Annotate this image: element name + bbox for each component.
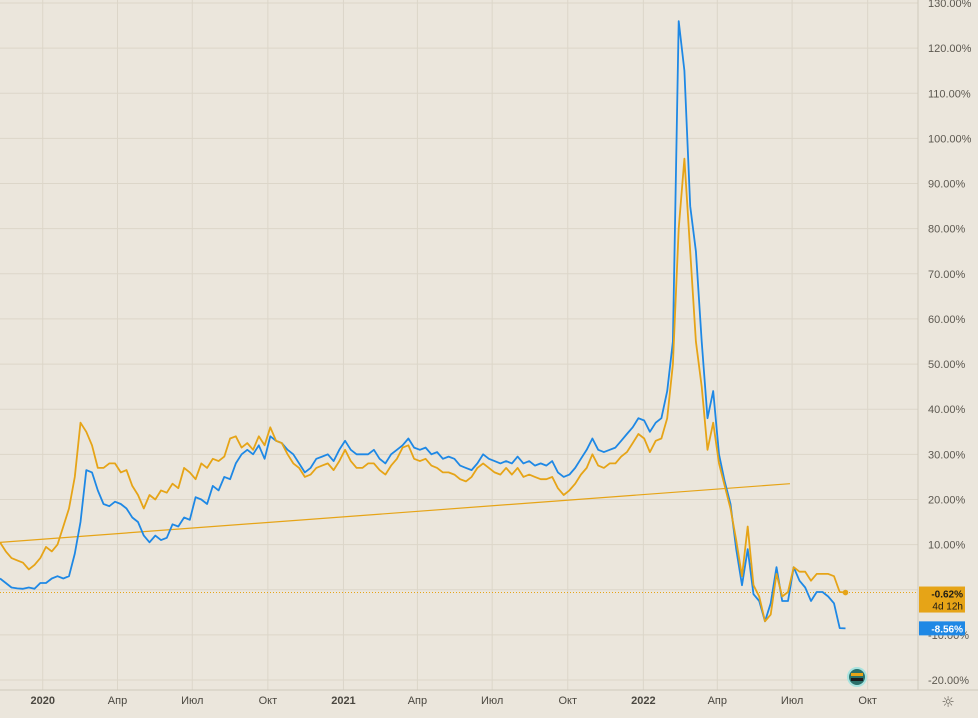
series-end-dot bbox=[842, 589, 849, 596]
y-tick-label: 120.00% bbox=[928, 43, 972, 55]
x-tick-label: Апр bbox=[708, 695, 727, 707]
series-layer bbox=[0, 20, 849, 630]
logo-icon[interactable] bbox=[847, 667, 867, 687]
x-tick-label: 2022 bbox=[631, 695, 655, 707]
y-tick-label: 110.00% bbox=[928, 88, 971, 100]
y-tick-label: 100.00% bbox=[928, 133, 972, 145]
y-tick-label: 30.00% bbox=[928, 449, 966, 461]
badge-orange bbox=[919, 586, 965, 613]
y-tick-label: 50.00% bbox=[928, 359, 966, 371]
x-tick-label: Апр bbox=[408, 695, 427, 707]
gear-icon[interactable]: ☼ bbox=[941, 693, 955, 711]
x-tick-label: Окт bbox=[259, 695, 278, 707]
axis-layer bbox=[0, 0, 978, 691]
last-value-badges: -0.62%4d 12h -8.56% bbox=[919, 586, 965, 636]
x-tick-label: Июл bbox=[181, 695, 203, 707]
badge-blue bbox=[919, 621, 965, 636]
series-line-orange[interactable] bbox=[0, 157, 846, 623]
y-tick-label: 10.00% bbox=[928, 540, 966, 552]
x-tick-label: 2020 bbox=[30, 695, 54, 707]
badge-orange-value: -0.62% bbox=[931, 590, 963, 601]
trend-line[interactable] bbox=[0, 483, 791, 543]
y-tick-label: 40.00% bbox=[928, 404, 966, 416]
x-tick-label: Окт bbox=[858, 695, 877, 707]
x-tick-label: Июл bbox=[781, 695, 803, 707]
x-tick-label: Июл bbox=[481, 695, 503, 707]
badge-orange-countdown: 4d 12h bbox=[932, 602, 963, 613]
x-tick-label: Апр bbox=[108, 695, 127, 707]
x-tick-label: 2021 bbox=[331, 695, 355, 707]
series-line-blue[interactable] bbox=[0, 20, 846, 630]
grid bbox=[0, 0, 918, 690]
y-tick-label: 20.00% bbox=[928, 494, 966, 506]
trend-line-layer bbox=[0, 483, 791, 543]
y-tick-label: -20.00% bbox=[928, 675, 969, 687]
x-tick-labels: 2020 Апр Июл Окт 2021 Апр Июл Окт 2022 Апр Июл Окт bbox=[30, 695, 876, 707]
badge-blue-value: -8.56% bbox=[931, 624, 963, 635]
y-tick-label: 70.00% bbox=[928, 269, 966, 281]
y-tick-label: 80.00% bbox=[928, 224, 966, 236]
y-tick-label: 60.00% bbox=[928, 314, 966, 326]
y-tick-labels: 130.00% 120.00% 110.00% 100.00% 90.00% 80.00%… bbox=[928, 0, 972, 687]
x-tick-label: Окт bbox=[559, 695, 578, 707]
y-tick-label: 130.00% bbox=[928, 0, 972, 10]
y-tick-label: 90.00% bbox=[928, 179, 966, 191]
